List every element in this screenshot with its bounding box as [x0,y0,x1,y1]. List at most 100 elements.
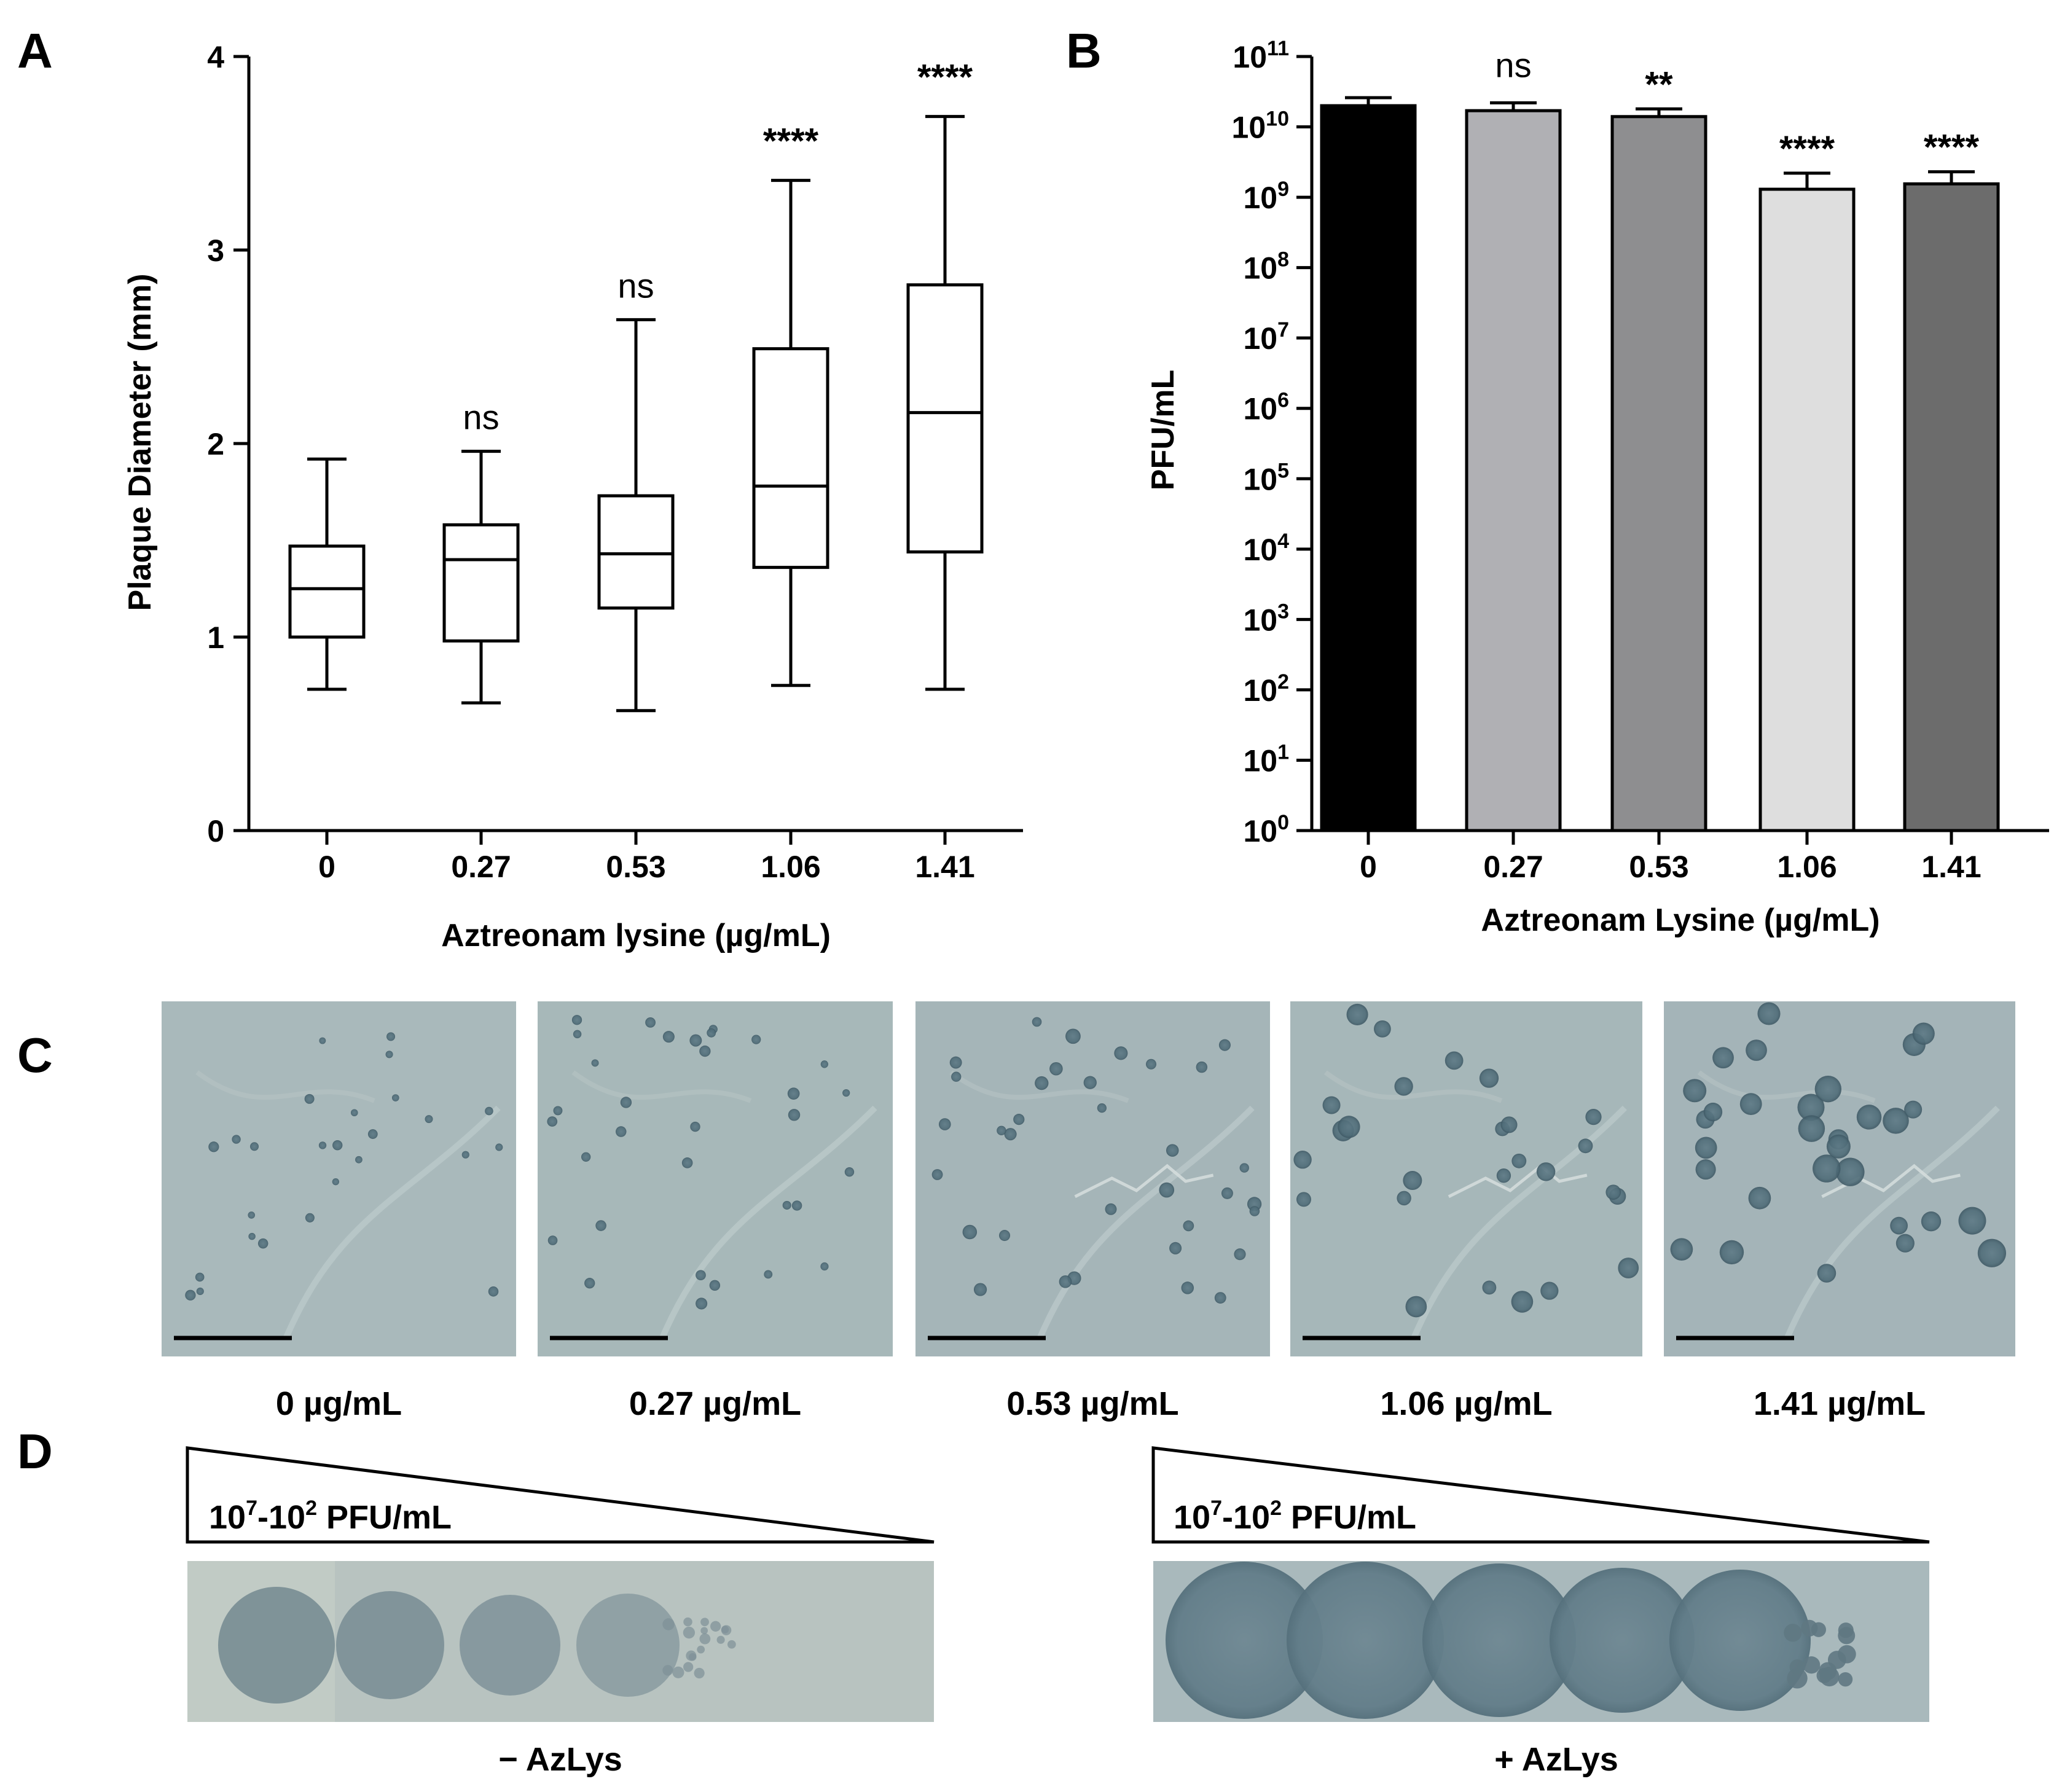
plaque [318,1141,327,1149]
plaque [1511,1153,1527,1168]
box-0 [288,457,366,691]
plaque [1739,1093,1762,1116]
plaque [1338,1116,1360,1138]
plaque [1296,1192,1311,1207]
plaque [1374,1020,1391,1038]
plaque [709,1280,721,1291]
plaque [185,1289,196,1301]
single-plaque [672,1666,684,1678]
plaque [304,1094,315,1104]
photo-background [162,1001,516,1356]
plaque [999,1230,1011,1242]
plaque [350,1109,358,1117]
significance-label: **** [917,58,973,98]
iqr-box [288,544,366,639]
plaque [488,1286,499,1297]
plaque [696,1297,708,1310]
dilution-label-right: 107-102 PFU/mL [1174,1497,1416,1536]
x-tick-label-a: 0.27 [451,850,511,884]
iqr-box [752,347,829,569]
plaque [1797,1094,1825,1121]
plaque [573,1030,582,1039]
plaque [1097,1103,1107,1113]
y-tick-label-b: 109 [1243,178,1289,215]
iqr-box [442,523,520,643]
plaque [1166,1144,1179,1157]
plaque [1065,1028,1081,1044]
plaque [571,1015,582,1025]
spot-assay-right: 107-102 PFU/mL + AzLys [1151,1446,1930,1778]
plaque [1748,1186,1771,1210]
plaque [547,1116,558,1127]
single-plaque [662,1618,675,1630]
plaque [249,1142,259,1151]
single-plaque [1827,1651,1846,1669]
dilution-label-left: 107-102 PFU/mL [209,1497,452,1536]
plaque [681,1157,693,1168]
plaque [1912,1022,1935,1045]
bar-1: ns [1465,45,1562,832]
plaque [1234,1248,1246,1261]
plaque [787,1087,800,1100]
single-plaque [683,1626,696,1639]
caption-plus-azlys: + AzLys [1494,1741,1618,1778]
single-plaque [1801,1619,1818,1637]
agar-streak [659,1105,877,1340]
plaque [1183,1220,1194,1232]
spot [1166,1562,1323,1719]
plaque [1890,1216,1908,1235]
plaque [1032,1017,1042,1027]
plaque [931,1169,943,1180]
plaque [1218,1039,1231,1051]
agar-streak [1697,1070,1876,1103]
plaque [1904,1100,1923,1119]
single-plaque [694,1667,705,1679]
plaque [1394,1077,1413,1096]
plaque [1813,1154,1841,1183]
box-2: ns [597,266,675,713]
agar-streak [571,1070,752,1103]
iqr-box [597,494,675,610]
plaque [332,1140,343,1151]
single-plaque [1819,1667,1840,1687]
photo-label: 0 µg/mL [276,1385,402,1422]
x-tick-label-b: 0.27 [1483,850,1543,884]
plaque [962,1224,978,1240]
plate-photo-3 [1290,1001,1642,1356]
y-tick-label-b: 1010 [1232,108,1289,145]
plaque [1977,1238,2006,1267]
photo-label: 1.41 µg/mL [1754,1385,1926,1422]
x-axis-label-a: Aztreonam lysine (µg/mL) [441,918,831,953]
plaque [461,1151,469,1159]
spot [336,1591,444,1699]
plaque [1293,1151,1312,1169]
box-3: **** [752,122,829,687]
plaque [949,1056,962,1069]
box-plot-a: 0 1 2 3 4 0 0.27 0.53 1.06 1.41 ns ns **** **** Pla… [122,40,1023,953]
dilution-wedge-right [1151,1446,1930,1544]
significance-label: **** [1924,128,1980,168]
plaque [1049,1062,1063,1076]
single-plaque [721,1625,732,1635]
plaque [699,1045,711,1057]
plaque [1059,1275,1072,1288]
plate-photo-0 [162,1001,516,1356]
single-plaque [1784,1624,1802,1642]
plaque [1035,1076,1049,1090]
plaque [751,1035,761,1044]
single-plaque [727,1640,736,1649]
plaque [257,1238,269,1249]
y-tick-label-a: 3 [207,233,224,268]
plaque [248,1211,256,1219]
y-tick-label-a: 2 [207,427,224,461]
box-1: ns [442,398,520,705]
plaque [1146,1058,1157,1070]
plaque-photos-c: 0 µg/mL 0.27 µg/mL 0.53 µg/mL 1.06 µg/mL 1.4… [162,1001,2015,1422]
plaque [1239,1163,1249,1173]
y-tick-label-b: 105 [1243,459,1289,496]
plaque [844,1167,855,1177]
y-tick-label-b: 100 [1243,811,1289,848]
plaque [1836,1157,1865,1186]
plaque [1719,1240,1744,1265]
